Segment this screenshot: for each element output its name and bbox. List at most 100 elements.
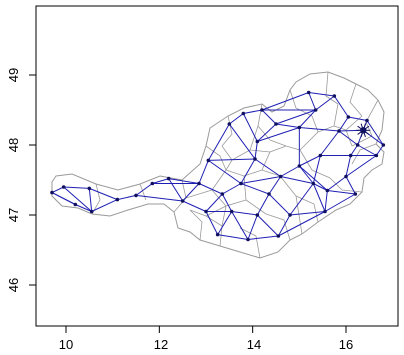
- x-tick-marks: [65, 326, 347, 333]
- network-edge: [91, 199, 118, 212]
- network-node: [346, 115, 351, 119]
- network-node: [353, 192, 358, 196]
- network-node: [313, 108, 318, 112]
- network-edge: [205, 211, 219, 235]
- network-edge: [366, 120, 384, 146]
- network-edge: [231, 211, 258, 216]
- network-node: [50, 190, 54, 195]
- network-edge: [135, 183, 153, 196]
- network-edge: [345, 155, 352, 177]
- network-edge: [299, 165, 328, 191]
- network-edge: [240, 183, 270, 195]
- network-edge: [375, 144, 384, 156]
- y-tick-label-46: 46: [6, 278, 21, 292]
- network-node: [276, 234, 281, 238]
- x-tick-label-14: 14: [247, 337, 261, 352]
- network-node: [204, 209, 208, 214]
- network-node: [197, 181, 201, 186]
- network-edge: [240, 158, 256, 184]
- network-node: [365, 118, 369, 123]
- network-edge: [268, 176, 282, 195]
- network-node: [297, 125, 302, 130]
- network-edge: [327, 176, 347, 191]
- network-node: [215, 232, 220, 237]
- network-edge: [208, 159, 242, 184]
- network-edge: [205, 193, 223, 212]
- network-edge: [198, 183, 223, 195]
- network-node: [61, 185, 66, 189]
- network-edge: [257, 127, 300, 142]
- y-tick-label-48: 48: [6, 138, 21, 152]
- network-edge: [207, 123, 230, 161]
- x-tick-label-16: 16: [339, 337, 353, 352]
- x-axis: 10 12 14 16: [59, 326, 353, 352]
- network-edge: [350, 144, 359, 156]
- network-edge: [312, 183, 326, 212]
- network-node: [323, 209, 327, 214]
- network-edge: [168, 178, 200, 184]
- y-axis: 46 47 48 49: [6, 68, 36, 292]
- network-node: [344, 174, 348, 179]
- network-edge: [242, 113, 258, 142]
- network-node: [274, 122, 278, 126]
- network-edge: [324, 193, 356, 212]
- y-tick-marks: [29, 74, 36, 286]
- network-node: [166, 176, 171, 181]
- network-edge: [275, 109, 316, 125]
- network-edge: [228, 123, 256, 160]
- network-edge: [63, 186, 92, 212]
- network-node: [115, 197, 120, 202]
- network-node: [227, 122, 232, 126]
- network-node: [239, 181, 243, 186]
- network-edge: [324, 190, 328, 212]
- network-node: [246, 237, 250, 242]
- network-edge: [261, 109, 277, 125]
- network-edge: [256, 193, 270, 216]
- network-node: [73, 202, 78, 207]
- network-edge: [275, 123, 300, 128]
- network-node: [267, 192, 271, 196]
- network-node: [180, 199, 185, 203]
- network-edge: [198, 160, 209, 184]
- network-edge: [278, 211, 326, 237]
- network-node: [134, 193, 138, 198]
- country-border: [51, 71, 385, 259]
- network-edge: [256, 214, 279, 237]
- district-lines: [91, 71, 379, 259]
- network-edge: [289, 183, 314, 216]
- network-edge: [63, 186, 90, 189]
- network-edge: [280, 176, 314, 184]
- network-edge: [313, 183, 328, 191]
- network-node: [311, 181, 316, 186]
- network-node: [332, 94, 337, 98]
- network-node: [278, 174, 283, 179]
- network-node: [206, 158, 211, 163]
- network-edge: [243, 109, 263, 114]
- network-node: [355, 143, 360, 147]
- plot-frame: [35, 5, 399, 327]
- network-node: [374, 153, 379, 158]
- network-edge: [357, 144, 377, 156]
- network-nodes: [50, 90, 386, 242]
- network-edge: [345, 176, 356, 195]
- network-edge: [308, 92, 335, 97]
- network-edge: [298, 165, 314, 184]
- network-node: [288, 213, 292, 217]
- network-edge: [135, 194, 183, 202]
- network-edge: [333, 95, 349, 118]
- network-node: [306, 90, 311, 95]
- network-node: [229, 209, 234, 214]
- network-edge: [182, 200, 207, 212]
- x-tick-label-12: 12: [154, 337, 168, 352]
- network-edge: [338, 116, 349, 132]
- network-edge: [88, 188, 93, 212]
- network-edge: [254, 141, 258, 160]
- network-edge: [268, 193, 291, 216]
- network-edge: [315, 95, 335, 111]
- network-edges: [51, 92, 384, 240]
- network-edge: [229, 113, 244, 125]
- network-edge: [240, 176, 281, 184]
- network-edge: [298, 109, 317, 128]
- network-edge: [254, 158, 281, 177]
- network-node: [89, 209, 94, 214]
